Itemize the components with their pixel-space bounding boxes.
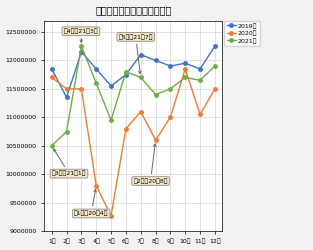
2020年 xyxy=(80,87,83,90)
Legend: 2019年, 2020年, 2021年: 2019年, 2020年, 2021年 xyxy=(224,20,260,46)
Text: 第1波：20年4月: 第1波：20年4月 xyxy=(74,190,109,216)
Text: 第4波：21年3月: 第4波：21年3月 xyxy=(64,28,98,42)
2021年 xyxy=(80,45,83,48)
Line: 2020年: 2020年 xyxy=(50,67,217,218)
2019年 xyxy=(124,73,128,76)
2020年 xyxy=(139,110,143,113)
2019年 xyxy=(154,59,157,62)
2020年 xyxy=(65,87,69,90)
2021年 xyxy=(124,70,128,73)
2020年 xyxy=(183,68,187,70)
2021年 xyxy=(183,76,187,79)
Line: 2021年: 2021年 xyxy=(50,44,217,148)
2020年 xyxy=(213,87,217,90)
2021年 xyxy=(94,82,98,85)
2020年 xyxy=(154,138,157,141)
2020年 xyxy=(168,116,172,119)
2020年 xyxy=(94,184,98,187)
2020年 xyxy=(50,76,54,79)
2020年 xyxy=(198,113,202,116)
Text: 第5波：21年7月: 第5波：21年7月 xyxy=(119,34,153,74)
2019年 xyxy=(65,96,69,99)
Text: 第3波：21年1月: 第3波：21年1月 xyxy=(52,149,86,176)
2021年 xyxy=(168,87,172,90)
2019年 xyxy=(109,84,113,87)
2019年 xyxy=(50,68,54,70)
2021年 xyxy=(139,76,143,79)
Line: 2019年: 2019年 xyxy=(50,44,217,99)
Title: 【拡大推計した外来患者数】: 【拡大推計した外来患者数】 xyxy=(95,6,172,16)
2021年 xyxy=(198,79,202,82)
2020年 xyxy=(109,214,113,217)
2019年 xyxy=(213,45,217,48)
Text: 第2波：20年8月: 第2波：20年8月 xyxy=(133,144,168,184)
2019年 xyxy=(94,68,98,70)
2021年 xyxy=(154,93,157,96)
2019年 xyxy=(168,64,172,68)
2019年 xyxy=(198,68,202,70)
2021年 xyxy=(213,64,217,68)
2020年 xyxy=(124,127,128,130)
2021年 xyxy=(109,119,113,122)
2019年 xyxy=(139,53,143,56)
2019年 xyxy=(183,62,187,65)
2021年 xyxy=(50,144,54,147)
2019年 xyxy=(80,50,83,53)
2021年 xyxy=(65,130,69,133)
